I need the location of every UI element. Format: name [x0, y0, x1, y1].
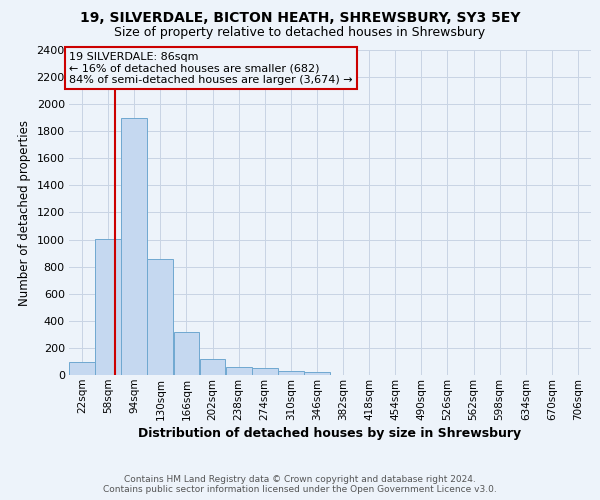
Bar	[278, 371, 304, 375]
Bar	[226, 367, 251, 375]
Bar	[173, 332, 199, 375]
Y-axis label: Number of detached properties: Number of detached properties	[18, 120, 31, 306]
Bar	[304, 372, 330, 375]
Text: Size of property relative to detached houses in Shrewsbury: Size of property relative to detached ho…	[115, 26, 485, 39]
Text: 19, SILVERDALE, BICTON HEATH, SHREWSBURY, SY3 5EY: 19, SILVERDALE, BICTON HEATH, SHREWSBURY…	[80, 11, 520, 25]
Bar	[148, 258, 173, 375]
Text: 19 SILVERDALE: 86sqm
← 16% of detached houses are smaller (682)
84% of semi-deta: 19 SILVERDALE: 86sqm ← 16% of detached h…	[70, 52, 353, 85]
Bar	[69, 362, 95, 375]
Bar	[95, 239, 121, 375]
Bar	[200, 360, 226, 375]
X-axis label: Distribution of detached houses by size in Shrewsbury: Distribution of detached houses by size …	[139, 427, 521, 440]
Text: Contains HM Land Registry data © Crown copyright and database right 2024.
Contai: Contains HM Land Registry data © Crown c…	[103, 474, 497, 494]
Bar	[252, 368, 278, 375]
Bar	[121, 118, 147, 375]
